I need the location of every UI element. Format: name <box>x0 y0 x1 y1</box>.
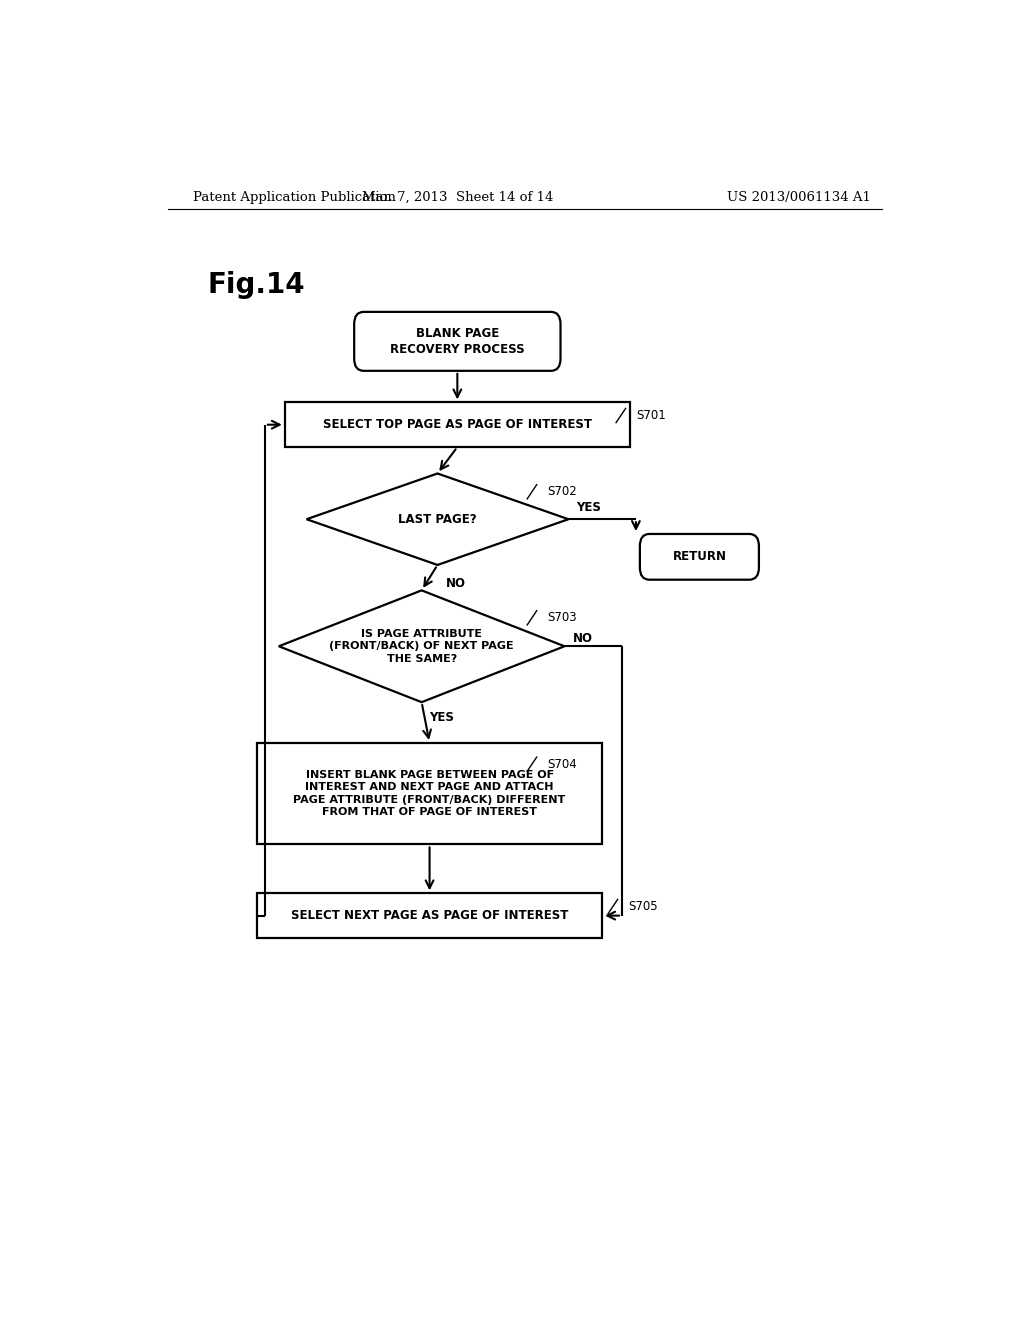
Text: S701: S701 <box>636 409 666 422</box>
FancyBboxPatch shape <box>354 312 560 371</box>
Polygon shape <box>279 590 564 702</box>
Text: Patent Application Publication: Patent Application Publication <box>194 190 396 203</box>
Text: RETURN: RETURN <box>673 550 726 564</box>
FancyBboxPatch shape <box>640 535 759 579</box>
Text: YES: YES <box>430 711 455 723</box>
Text: S704: S704 <box>547 758 577 771</box>
Text: SELECT NEXT PAGE AS PAGE OF INTEREST: SELECT NEXT PAGE AS PAGE OF INTEREST <box>291 909 568 923</box>
Text: NO: NO <box>572 632 593 644</box>
Text: Mar. 7, 2013  Sheet 14 of 14: Mar. 7, 2013 Sheet 14 of 14 <box>361 190 553 203</box>
Text: SELECT TOP PAGE AS PAGE OF INTEREST: SELECT TOP PAGE AS PAGE OF INTEREST <box>323 418 592 432</box>
Text: US 2013/0061134 A1: US 2013/0061134 A1 <box>727 190 871 203</box>
Text: S705: S705 <box>628 900 657 913</box>
Text: NO: NO <box>445 577 466 590</box>
Text: BLANK PAGE
RECOVERY PROCESS: BLANK PAGE RECOVERY PROCESS <box>390 327 524 356</box>
Text: INSERT BLANK PAGE BETWEEN PAGE OF
INTEREST AND NEXT PAGE AND ATTACH
PAGE ATTRIBU: INSERT BLANK PAGE BETWEEN PAGE OF INTERE… <box>294 770 565 817</box>
Bar <box>257 894 602 939</box>
Text: LAST PAGE?: LAST PAGE? <box>398 512 477 525</box>
Text: IS PAGE ATTRIBUTE
(FRONT/BACK) OF NEXT PAGE
THE SAME?: IS PAGE ATTRIBUTE (FRONT/BACK) OF NEXT P… <box>330 628 514 664</box>
Text: S702: S702 <box>547 486 577 498</box>
Text: Fig.14: Fig.14 <box>207 272 305 300</box>
Bar <box>285 403 630 447</box>
Bar <box>257 743 602 845</box>
Text: YES: YES <box>577 500 601 513</box>
Polygon shape <box>306 474 568 565</box>
Text: S703: S703 <box>547 611 577 624</box>
